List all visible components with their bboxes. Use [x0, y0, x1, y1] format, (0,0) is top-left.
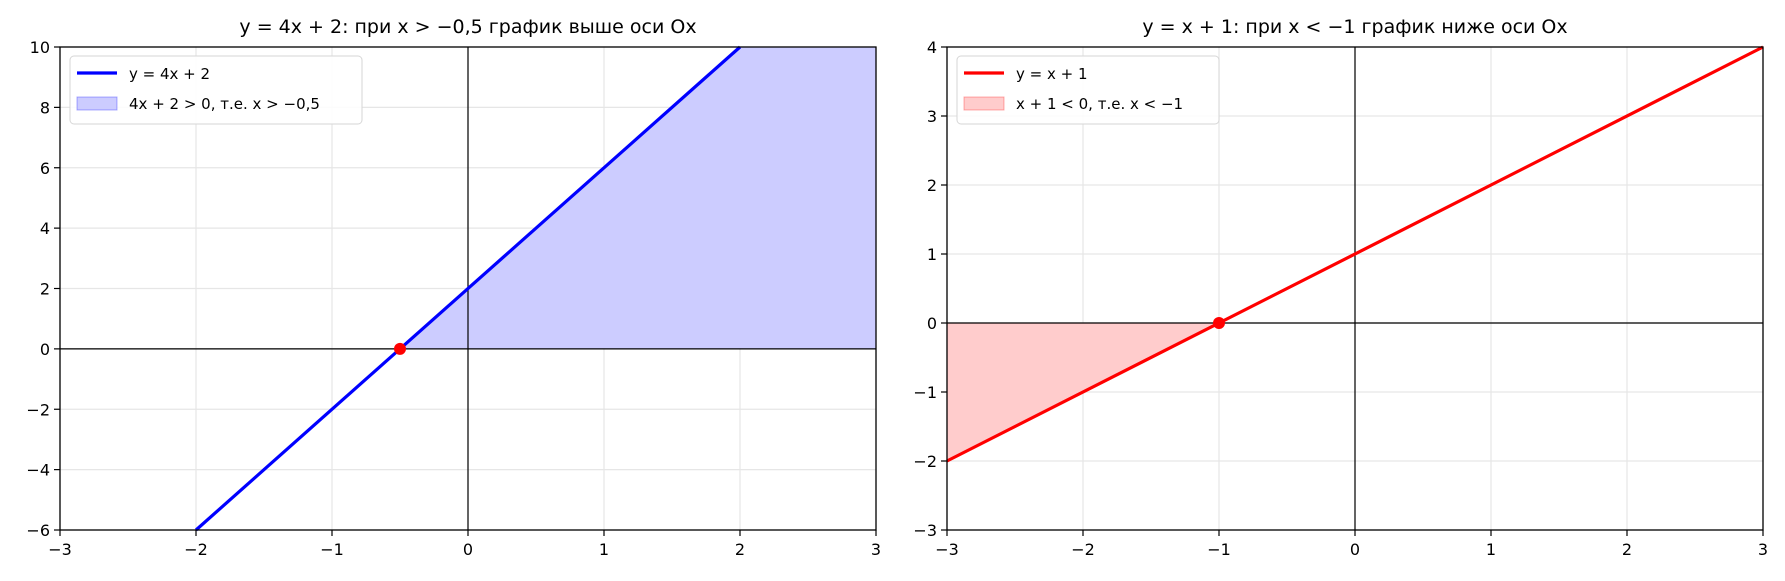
- root-point: [1213, 317, 1225, 329]
- function-line: [946, 45, 1764, 463]
- y-tick-label: −2: [26, 400, 50, 419]
- x-tick-label: 3: [1758, 540, 1768, 559]
- legend-fill-swatch: [76, 96, 118, 111]
- x-tick-label: 2: [735, 540, 745, 559]
- y-tick-label: −1: [913, 383, 937, 402]
- y-tick-label: 2: [927, 176, 937, 195]
- y-tick-label: 2: [40, 280, 50, 299]
- x-tick-label: 1: [1486, 540, 1496, 559]
- legend-box: [956, 55, 1220, 125]
- x-tick-label: 2: [1622, 540, 1632, 559]
- legend: y = x + 1 x + 1 < 0, т.е. x < −1: [956, 55, 1220, 125]
- x-tick-label: 1: [599, 540, 609, 559]
- legend-fill-swatch: [963, 96, 1005, 111]
- x-tick-label: −1: [1207, 540, 1231, 559]
- function-line: [194, 45, 742, 532]
- y-tick-label: 3: [927, 107, 937, 126]
- y-tick-label: 4: [40, 219, 50, 238]
- x-tick-label: −3: [48, 540, 72, 559]
- x-tick-label: −2: [184, 540, 208, 559]
- x-tick-label: −1: [320, 540, 344, 559]
- y-tick-label: −4: [26, 461, 50, 480]
- legend-box: [69, 55, 363, 125]
- y-tick-label: −2: [913, 452, 937, 471]
- x-tick-label: 3: [871, 540, 881, 559]
- y-tick-label: 6: [40, 159, 50, 178]
- legend-label: y = x + 1: [1016, 65, 1088, 83]
- chart-1: −3 −2 −1 0 1 2 3 −6 −4 −2 0 2 4 6 8 10 y = 4x + 2: при x…: [26, 16, 881, 559]
- chart-title: y = x + 1: при x < −1 график ниже оси Ox: [1142, 16, 1567, 38]
- y-tick-label: 0: [927, 314, 937, 333]
- x-tick-label: 0: [1350, 540, 1360, 559]
- y-tick-label: 0: [40, 340, 50, 359]
- y-tick-label: 4: [927, 38, 937, 57]
- fill-region: [400, 47, 876, 349]
- y-tick-label: 8: [40, 98, 50, 117]
- y-tick-label: −3: [913, 521, 937, 540]
- legend-label: x + 1 < 0, т.е. x < −1: [1016, 95, 1183, 113]
- y-tick-label: 10: [30, 38, 50, 57]
- y-tick-label: 1: [927, 245, 937, 264]
- chart-title: y = 4x + 2: при x > −0,5 график выше оси…: [239, 16, 696, 38]
- root-point: [394, 342, 406, 355]
- x-tick-label: 0: [463, 540, 473, 559]
- chart-2: −3 −2 −1 0 1 2 3 −3 −2 −1 0 1 2 3 4 y = x + 1: при x < …: [913, 16, 1768, 559]
- x-tick-label: −3: [935, 540, 959, 559]
- legend-label: 4x + 2 > 0, т.е. x > −0,5: [129, 95, 320, 113]
- x-tick-label: −2: [1071, 540, 1095, 559]
- legend-label: y = 4x + 2: [129, 65, 210, 83]
- y-tick-label: −6: [26, 521, 50, 540]
- legend: y = 4x + 2 4x + 2 > 0, т.е. x > −0,5: [69, 55, 363, 125]
